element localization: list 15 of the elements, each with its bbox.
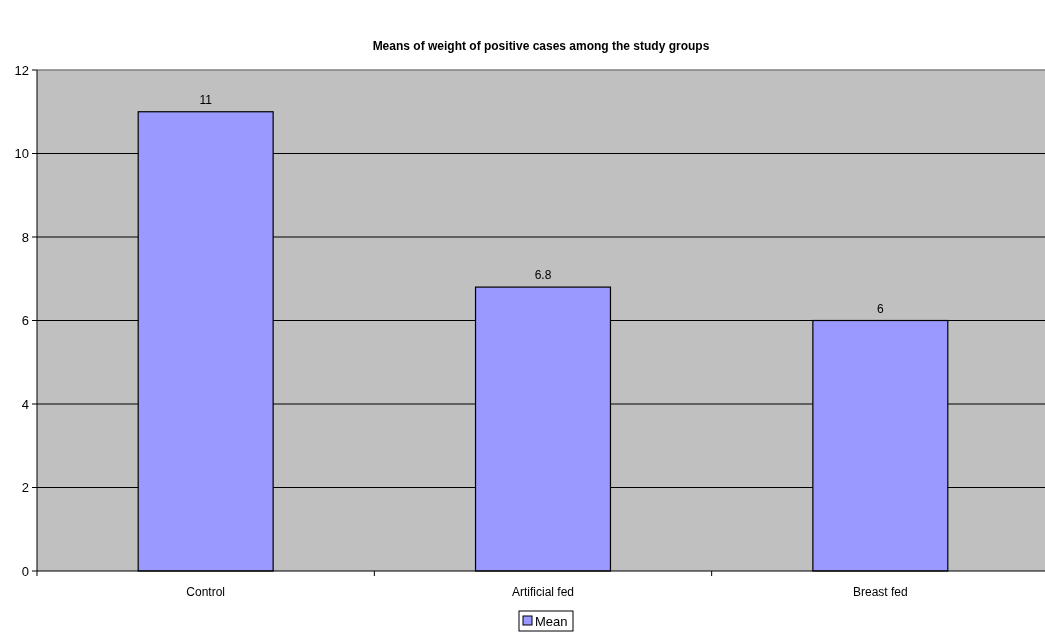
data-label: 6.8 (534, 268, 552, 283)
data-label: 6 (876, 301, 884, 316)
y-tick-label: 4 (21, 396, 29, 412)
x-tick-label: Artificial fed (511, 585, 575, 599)
y-tick-label: 12 (14, 62, 29, 78)
y-tick-label: 10 (14, 146, 29, 162)
y-tick-label: 6 (21, 313, 29, 329)
legend-label: Mean (535, 614, 568, 629)
y-tick-label: 0 (21, 563, 29, 579)
data-label: 11 (199, 92, 213, 107)
y-tick-label: 8 (21, 229, 29, 245)
y-tick-label: 2 (21, 480, 29, 496)
chart-title: Means of weight of positive cases among the study groups (372, 39, 710, 53)
x-tick-label: Breast fed (852, 585, 908, 599)
x-tick-label: Control (186, 585, 226, 599)
